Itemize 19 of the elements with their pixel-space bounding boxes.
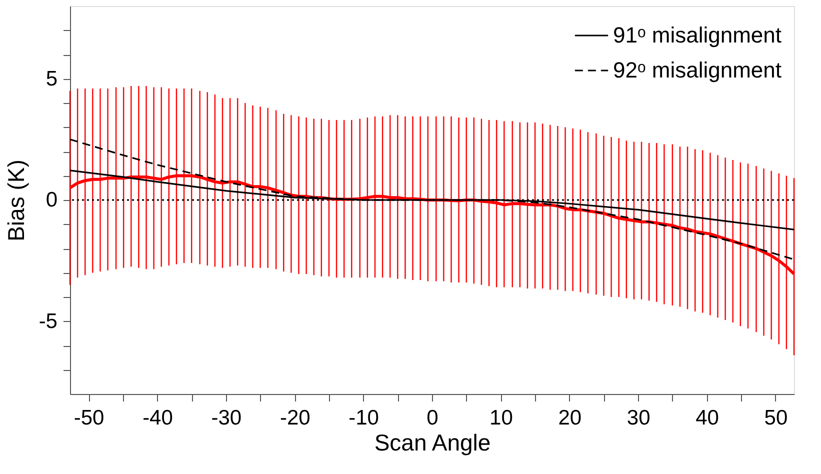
x-tick-label: -20 xyxy=(280,406,310,430)
y-tick-label: -5 xyxy=(38,310,58,333)
y-tick-label: 0 xyxy=(46,188,58,212)
y-axis-title: Bias (K) xyxy=(2,160,29,242)
x-tick-label: -30 xyxy=(211,406,242,430)
x-tick-label: 20 xyxy=(558,406,582,430)
x-tick-label: 30 xyxy=(626,406,650,430)
x-axis-title: Scan Angle xyxy=(374,430,491,456)
x-tick-label: 50 xyxy=(764,406,788,430)
x-tick-label: -40 xyxy=(142,406,173,430)
legend-label: 91ᵒ misalignment xyxy=(613,22,782,48)
x-tick-label: -50 xyxy=(74,406,104,430)
y-tick-label: 5 xyxy=(46,67,58,90)
x-tick-label: 0 xyxy=(426,406,438,430)
x-tick-label: 40 xyxy=(696,406,719,430)
legend-label: 92ᵒ misalignment xyxy=(613,58,782,82)
line-series xyxy=(69,138,795,260)
x-tick-label: 10 xyxy=(490,406,513,430)
x-tick-label: -10 xyxy=(348,406,379,430)
